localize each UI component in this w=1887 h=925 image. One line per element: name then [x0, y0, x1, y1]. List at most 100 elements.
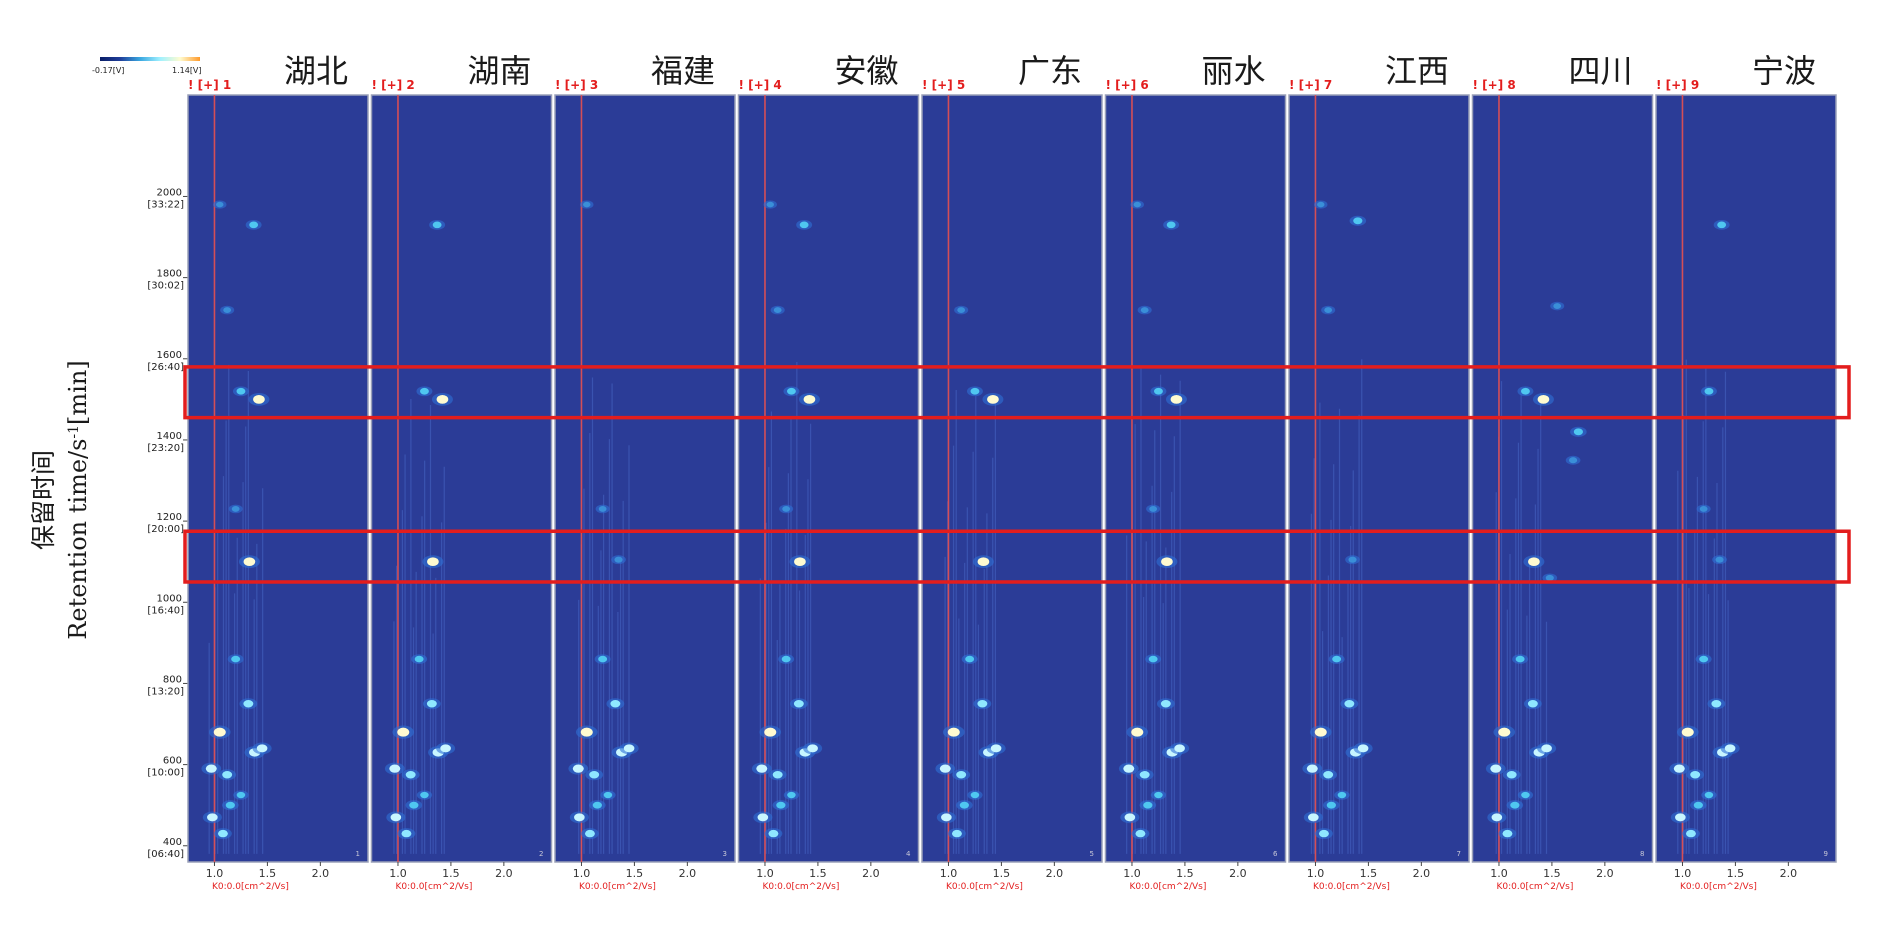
peak: [1308, 813, 1319, 822]
peak: [1131, 727, 1144, 737]
peak: [1537, 394, 1550, 404]
y-tick-label: 1200: [157, 512, 182, 523]
x-tick-label: 1.0: [1490, 867, 1508, 880]
peak: [1521, 387, 1530, 395]
y-tick-sublabel: [06:40]: [147, 849, 184, 860]
x-tick-label: 1.0: [206, 867, 224, 880]
peak: [939, 764, 951, 773]
y-tick-label: 400: [163, 837, 182, 848]
panel-corner-index: 1: [356, 850, 360, 858]
panel-corner-index: 6: [1273, 850, 1278, 858]
y-axis-label-main: Retention time/s: [64, 439, 92, 640]
panel-tag: ! [+] 3: [555, 78, 598, 92]
peak: [1154, 791, 1163, 799]
peak: [243, 557, 256, 567]
peak: [213, 727, 226, 737]
peak: [1353, 217, 1363, 225]
peak: [1521, 791, 1530, 799]
panel-title: 福建: [651, 52, 715, 90]
peak: [1685, 829, 1696, 838]
panel-frame: [1471, 94, 1654, 863]
peak: [1711, 700, 1722, 708]
peak: [231, 655, 241, 663]
peak: [787, 387, 796, 395]
x-tick-label: 1.0: [389, 867, 407, 880]
peak: [1317, 201, 1325, 208]
peak: [965, 655, 975, 663]
peak: [1699, 506, 1708, 512]
panel-title: 湖北: [284, 52, 348, 90]
peak: [1324, 307, 1333, 314]
y-axis-label-exp: -1: [66, 425, 82, 439]
panel-8: 1.0 1.5 2.0 K0:0.0[cm^2/Vs] 8 ! [+] 8 四川: [1471, 52, 1654, 892]
panel-tag: ! [+] 5: [922, 78, 965, 92]
peak: [574, 813, 585, 822]
peak: [1124, 813, 1136, 822]
peak: [409, 801, 419, 809]
peak: [223, 307, 232, 314]
peak: [1323, 771, 1334, 779]
peak: [243, 700, 254, 708]
peak: [1675, 813, 1686, 822]
peak: [1332, 655, 1342, 663]
peak: [1337, 791, 1347, 799]
panel-5: 1.0 1.5 2.0 K0:0.0[cm^2/Vs] 5 ! [+] 5 广东: [921, 52, 1103, 892]
peak: [1123, 764, 1135, 773]
peak: [432, 221, 442, 229]
x-tick-label: 2.0: [495, 867, 513, 880]
peak: [253, 394, 265, 404]
peak: [426, 700, 437, 708]
x-tick-label: 1.0: [573, 867, 591, 880]
x-tick-label: 1.0: [756, 867, 774, 880]
peak: [807, 744, 818, 753]
peak: [957, 307, 966, 314]
panel-corner-index: 2: [539, 850, 543, 858]
x-tick-label: 1.5: [1360, 867, 1378, 880]
x-axis-label: K0:0.0[cm^2/Vs]: [1313, 882, 1390, 892]
x-tick-label: 1.5: [1727, 867, 1745, 880]
peak: [414, 655, 424, 663]
panel-corner-index: 5: [1090, 850, 1094, 858]
panel-tag: ! [+] 9: [1656, 78, 1699, 92]
peak: [1491, 813, 1503, 822]
peak: [1166, 221, 1176, 229]
peak: [1318, 829, 1329, 838]
y-tick-sublabel: [20:00]: [147, 524, 184, 535]
peak: [390, 813, 402, 822]
peak: [1143, 801, 1153, 809]
panel-title: 广东: [1018, 52, 1082, 90]
peak: [1573, 428, 1583, 436]
peak: [1306, 764, 1318, 773]
peak: [947, 727, 960, 737]
x-tick-label: 2.0: [1046, 867, 1064, 880]
peak: [1681, 727, 1694, 737]
peak: [420, 791, 429, 799]
peak: [236, 387, 246, 395]
x-tick-label: 1.5: [993, 867, 1011, 880]
peak: [598, 655, 608, 663]
y-tick-label: 2000: [157, 187, 182, 198]
peak: [772, 771, 783, 779]
panel-frame: [554, 94, 736, 863]
colorbar: -0.17[V] 1.14[V]: [92, 57, 202, 75]
x-tick-label: 1.0: [1123, 867, 1141, 880]
panel-title: 宁波: [1752, 52, 1816, 90]
x-axis-label: K0:0.0[cm^2/Vs]: [396, 882, 473, 892]
peak: [222, 771, 233, 779]
colorbar-min-label: -0.17[V]: [92, 66, 124, 75]
panel-4: 1.0 1.5 2.0 K0:0.0[cm^2/Vs] 4 ! [+] 4 安徽: [737, 52, 920, 892]
peak: [781, 655, 791, 663]
peak: [1704, 387, 1714, 395]
peak: [1160, 700, 1171, 708]
peak: [970, 387, 980, 395]
peak: [1490, 764, 1502, 773]
peak: [1690, 771, 1701, 779]
y-tick-sublabel: [30:02]: [147, 281, 184, 292]
panel-7: 1.0 1.5 2.0 K0:0.0[cm^2/Vs] 7 ! [+] 7 江西: [1288, 52, 1470, 892]
panel-title: 四川: [1568, 52, 1632, 90]
peak: [1161, 557, 1173, 567]
peak: [205, 764, 217, 773]
peak: [216, 201, 224, 208]
x-axis-label: K0:0.0[cm^2/Vs]: [946, 882, 1023, 892]
x-tick-label: 1.0: [1307, 867, 1325, 880]
